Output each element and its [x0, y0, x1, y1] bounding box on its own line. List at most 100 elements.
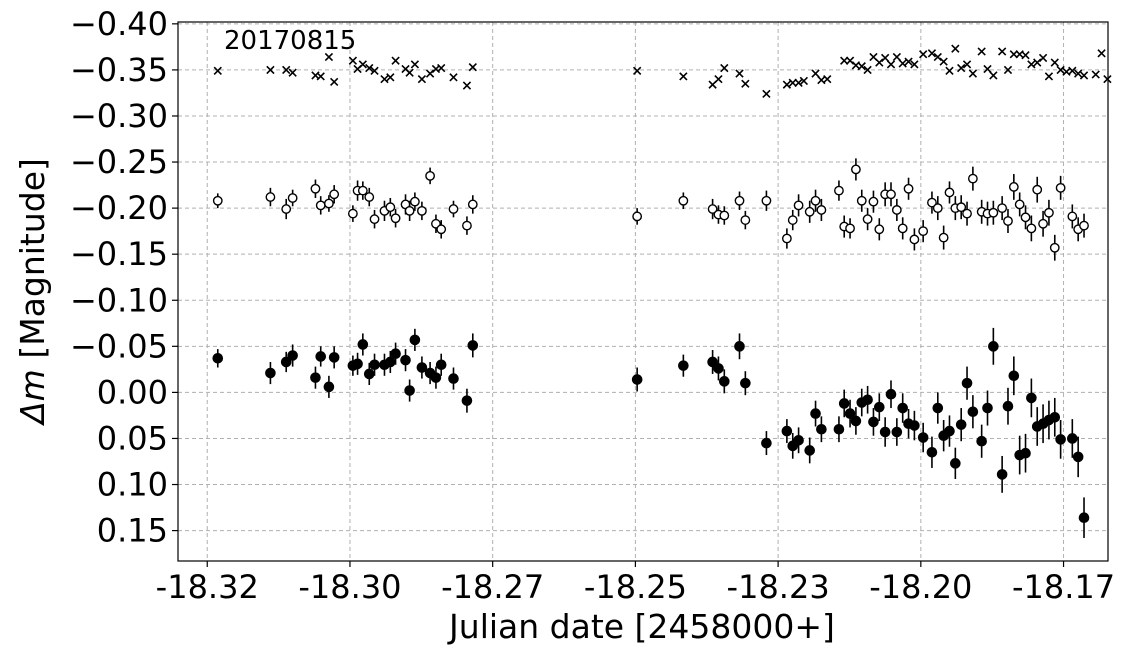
- data-point: [1033, 58, 1042, 67]
- data-point: [951, 44, 960, 53]
- data-point: [761, 437, 772, 449]
- data-point: [287, 193, 298, 203]
- data-point: [714, 74, 723, 84]
- data-point: [1055, 434, 1066, 445]
- data-point: [810, 195, 821, 206]
- data-point: [932, 402, 944, 414]
- data-point: [467, 199, 478, 210]
- data-point: [944, 187, 955, 198]
- data-point: [740, 215, 751, 225]
- data-point: [324, 52, 334, 62]
- data-point: [903, 183, 914, 194]
- data-point: [435, 359, 447, 371]
- data-point: [793, 435, 804, 446]
- data-point: [886, 189, 896, 200]
- data-point: [838, 398, 850, 409]
- data-point: [781, 233, 792, 244]
- x-tick-label: -18.27: [441, 568, 544, 606]
- data-point: [909, 234, 920, 245]
- data-point: [938, 232, 949, 243]
- data-point: [437, 63, 446, 73]
- data-point: [962, 208, 972, 219]
- data-point: [988, 341, 999, 352]
- data-point: [1014, 199, 1025, 210]
- data-point: [380, 74, 389, 84]
- data-point: [1044, 72, 1054, 81]
- data-point: [868, 416, 879, 428]
- y-tick-label: −0.25: [70, 143, 168, 181]
- data-point: [918, 226, 929, 237]
- data-point: [1027, 60, 1036, 69]
- data-point: [939, 57, 948, 66]
- data-point: [1038, 53, 1048, 63]
- data-point: [787, 215, 798, 225]
- data-point: [425, 69, 435, 78]
- data-point: [720, 63, 729, 73]
- data-point: [988, 207, 999, 218]
- data-point: [310, 372, 321, 383]
- data-marks: [212, 44, 1112, 538]
- data-point: [1068, 66, 1077, 75]
- data-point: [892, 52, 902, 62]
- data-point: [1097, 49, 1106, 58]
- data-point: [932, 203, 943, 214]
- data-point: [833, 423, 845, 435]
- data-point: [1008, 370, 1020, 382]
- data-point: [857, 62, 866, 71]
- data-point: [1078, 512, 1090, 523]
- data-point: [816, 423, 827, 435]
- data-point: [369, 359, 380, 371]
- data-point: [968, 69, 978, 78]
- x-tick-label: -18.20: [869, 568, 972, 606]
- data-point: [996, 469, 1008, 480]
- x-tick-label: -18.17: [1012, 568, 1115, 606]
- data-point: [631, 374, 643, 385]
- y-tick-label: −0.10: [70, 281, 168, 319]
- data-point: [799, 76, 809, 86]
- y-tick-label: −0.05: [70, 327, 168, 365]
- data-point: [845, 223, 855, 234]
- data-point: [880, 53, 890, 63]
- data-point: [266, 65, 275, 75]
- data-point: [989, 71, 998, 80]
- data-point: [1049, 242, 1060, 253]
- data-point: [976, 435, 987, 447]
- x-tick-label: -18.23: [727, 568, 830, 606]
- data-point: [357, 339, 369, 350]
- data-point: [793, 200, 804, 211]
- data-point: [410, 60, 420, 69]
- y-tick-label: −0.35: [70, 51, 168, 89]
- data-point: [1003, 65, 1013, 75]
- data-point: [845, 56, 855, 65]
- data-point: [365, 63, 374, 73]
- data-point: [862, 394, 873, 406]
- y-axis-label-symbol: Δm: [13, 369, 52, 427]
- data-point: [781, 425, 793, 437]
- data-point: [719, 376, 730, 387]
- data-point: [1008, 182, 1019, 192]
- data-point: [1032, 184, 1043, 195]
- data-point: [707, 204, 718, 214]
- data-point: [678, 360, 689, 371]
- data-point: [315, 351, 327, 362]
- series-x: [213, 44, 1112, 99]
- data-point: [898, 59, 907, 68]
- data-point: [891, 426, 903, 438]
- data-point: [955, 419, 967, 430]
- data-point: [874, 401, 885, 413]
- data-point: [358, 60, 367, 69]
- data-point: [385, 202, 396, 213]
- data-point: [330, 77, 339, 87]
- data-point: [816, 205, 827, 215]
- y-tick-label: 0.15: [97, 512, 168, 550]
- series-o-filled: [212, 327, 1090, 538]
- data-point: [679, 72, 688, 81]
- data-point: [213, 66, 222, 75]
- data-point: [364, 192, 375, 202]
- data-point: [834, 185, 844, 196]
- data-point: [1003, 216, 1013, 226]
- data-point: [956, 202, 967, 213]
- data-point: [416, 362, 428, 373]
- y-axis-label-text: [Magnitude]: [13, 158, 52, 369]
